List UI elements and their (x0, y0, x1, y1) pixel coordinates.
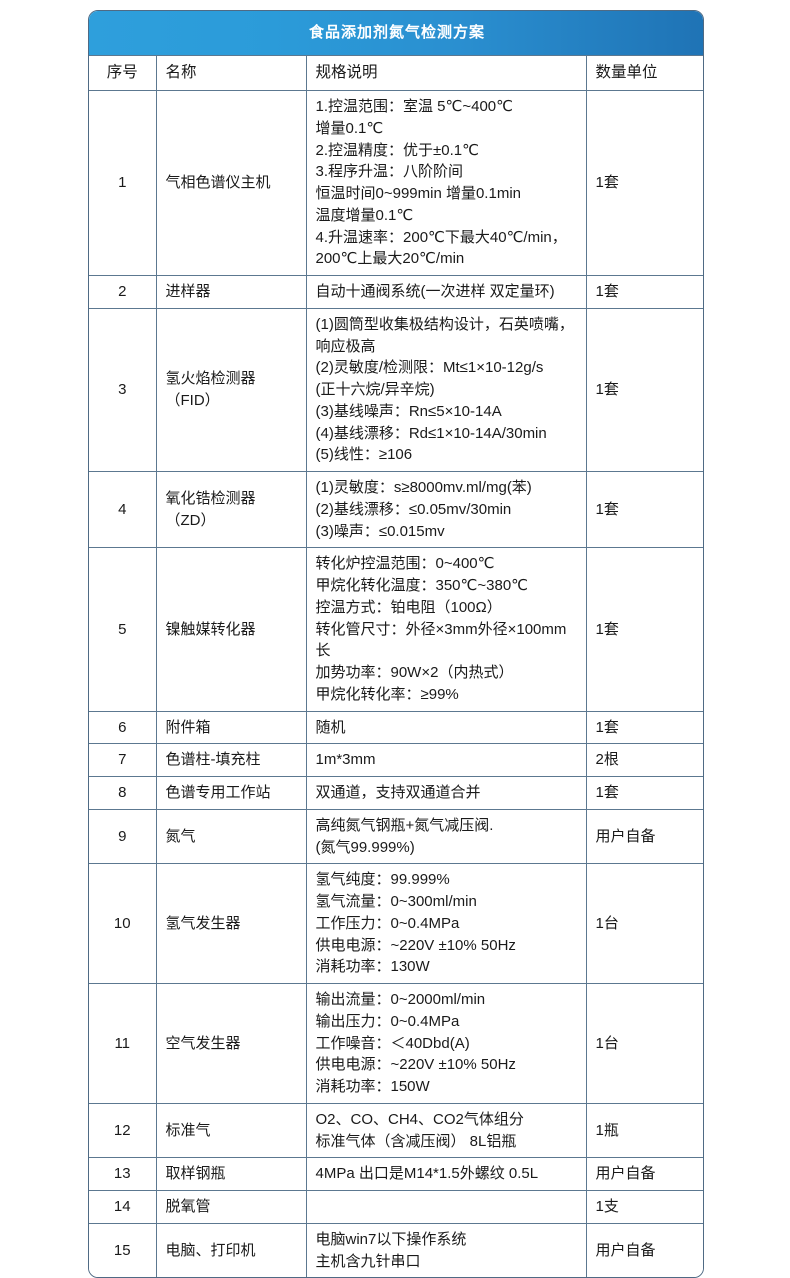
row-spec-cell: 转化炉控温范围：0~400℃ 甲烷化转化温度：350℃~380℃ 控温方式：铂电… (305, 547, 587, 712)
row-index-cell: 9 (89, 808, 157, 865)
table-row: 8 色谱专用工作站 双通道，支持双通道合并 1套 (89, 776, 703, 810)
document-page: 食品添加剂氮气检测方案 序号 名称 规格说明 数量单位 1 气相色谱仪主机 1.控温… (88, 10, 704, 1278)
spec-table-container: 食品添加剂氮气检测方案 序号 名称 规格说明 数量单位 1 气相色谱仪主机 1.控温… (88, 10, 704, 1278)
row-quantity-cell: 1瓶 (585, 1102, 703, 1159)
row-quantity-cell: 1套 (585, 90, 703, 276)
row-index-cell: 6 (89, 710, 157, 745)
spec-table-body: 食品添加剂氮气检测方案 序号 名称 规格说明 数量单位 1 气相色谱仪主机 1.控温… (89, 11, 703, 1278)
column-header-spec: 规格说明 (305, 55, 587, 91)
row-spec-cell: 随机 (305, 710, 587, 745)
title-row: 食品添加剂氮气检测方案 (89, 11, 703, 56)
row-quantity-cell: 1支 (585, 1190, 703, 1224)
row-spec-cell: 自动十通阀系统(一次进样 双定量环) (305, 275, 587, 309)
row-name-cell: 取样钢瓶 (155, 1157, 307, 1191)
row-spec-cell: 4MPa 出口是M14*1.5外螺纹 0.5L (305, 1157, 587, 1191)
column-header-index: 序号 (89, 55, 157, 91)
row-index-cell: 7 (89, 743, 157, 777)
table-row: 2 进样器 自动十通阀系统(一次进样 双定量环) 1套 (89, 275, 703, 309)
row-index-cell: 13 (89, 1157, 157, 1191)
row-name-cell: 色谱专用工作站 (155, 776, 307, 810)
row-index-cell: 12 (89, 1102, 157, 1159)
row-spec-cell: O2、CO、CH4、CO2气体组分 标准气体（含减压阀） 8L铝瓶 (305, 1102, 587, 1159)
row-index-cell: 14 (89, 1190, 157, 1224)
table-row: 10 氢气发生器 氢气纯度：99.999% 氢气流量：0~300ml/min 工作压… (89, 863, 703, 984)
row-quantity-cell: 2根 (585, 743, 703, 777)
row-name-cell: 标准气 (155, 1102, 307, 1159)
table-row: 11 空气发生器 输出流量：0~2000ml/min 输出压力：0~0.4MPa 工… (89, 983, 703, 1104)
row-name-cell: 色谱柱-填充柱 (155, 743, 307, 777)
row-quantity-cell: 1台 (585, 983, 703, 1104)
row-name-cell: 附件箱 (155, 710, 307, 745)
row-name-cell: 镍触媒转化器 (155, 547, 307, 712)
page-title: 食品添加剂氮气检测方案 (89, 11, 703, 56)
row-name-cell: 氧化锆检测器（ZD） (155, 470, 307, 549)
row-name-cell: 氮气 (155, 808, 307, 865)
row-index-cell: 1 (89, 90, 157, 276)
row-quantity-cell: 1套 (585, 275, 703, 309)
row-name-cell: 氢火焰检测器（FID） (155, 307, 307, 473)
row-quantity-cell: 1套 (585, 547, 703, 712)
row-index-cell: 11 (89, 983, 157, 1104)
row-index-cell: 8 (89, 776, 157, 810)
row-spec-cell: 电脑win7以下操作系统 主机含九针串口 (305, 1222, 587, 1278)
row-name-cell: 进样器 (155, 275, 307, 309)
table-row: 7 色谱柱-填充柱 1m*3mm 2根 (89, 743, 703, 777)
row-spec-cell: 输出流量：0~2000ml/min 输出压力：0~0.4MPa 工作噪音：＜40… (305, 983, 587, 1104)
row-spec-cell: 氢气纯度：99.999% 氢气流量：0~300ml/min 工作压力：0~0.4… (305, 863, 587, 984)
row-index-cell: 15 (89, 1222, 157, 1278)
row-quantity-cell: 1套 (585, 307, 703, 473)
row-quantity-cell: 1套 (585, 470, 703, 549)
table-row: 13 取样钢瓶 4MPa 出口是M14*1.5外螺纹 0.5L 用户自备 (89, 1157, 703, 1191)
table-row: 15 电脑、打印机 电脑win7以下操作系统 主机含九针串口 用户自备 (89, 1222, 703, 1278)
row-spec-cell (305, 1190, 587, 1224)
table-row: 9 氮气 高纯氮气钢瓶+氮气减压阀. (氮气99.999%) 用户自备 (89, 808, 703, 865)
row-quantity-cell: 1台 (585, 863, 703, 984)
table-row: 3 氢火焰检测器（FID） (1)圆筒型收集极结构设计，石英喷嘴， 响应极高 (2)… (89, 307, 703, 473)
table-row: 6 附件箱 随机 1套 (89, 710, 703, 745)
column-header-row: 序号 名称 规格说明 数量单位 (89, 55, 703, 91)
row-quantity-cell: 1套 (585, 776, 703, 810)
row-spec-cell: 双通道，支持双通道合并 (305, 776, 587, 810)
row-spec-cell: (1)圆筒型收集极结构设计，石英喷嘴， 响应极高 (2)灵敏度/检测限：Mt≤1… (305, 307, 587, 473)
row-quantity-cell: 用户自备 (585, 808, 703, 865)
row-name-cell: 氢气发生器 (155, 863, 307, 984)
table-row: 14 脱氧管 1支 (89, 1190, 703, 1224)
row-spec-cell: 高纯氮气钢瓶+氮气减压阀. (氮气99.999%) (305, 808, 587, 865)
row-name-cell: 气相色谱仪主机 (155, 90, 307, 276)
row-index-cell: 3 (89, 307, 157, 473)
row-spec-cell: 1m*3mm (305, 743, 587, 777)
row-index-cell: 4 (89, 470, 157, 549)
row-name-cell: 脱氧管 (155, 1190, 307, 1224)
column-header-qty: 数量单位 (585, 55, 703, 91)
row-spec-cell: (1)灵敏度：s≥8000mv.ml/mg(苯) (2)基线漂移：≤0.05mv… (305, 470, 587, 549)
table-row: 1 气相色谱仪主机 1.控温范围：室温 5℃~400℃ 增量0.1℃ 2.控温精度：… (89, 90, 703, 276)
row-index-cell: 2 (89, 275, 157, 309)
column-header-name: 名称 (155, 55, 307, 91)
row-index-cell: 10 (89, 863, 157, 984)
table-row: 12 标准气 O2、CO、CH4、CO2气体组分 标准气体（含减压阀） 8L铝瓶 1瓶 (89, 1102, 703, 1159)
row-name-cell: 电脑、打印机 (155, 1222, 307, 1278)
table-row: 4 氧化锆检测器（ZD） (1)灵敏度：s≥8000mv.ml/mg(苯) (2)基… (89, 470, 703, 549)
row-quantity-cell: 用户自备 (585, 1157, 703, 1191)
row-spec-cell: 1.控温范围：室温 5℃~400℃ 增量0.1℃ 2.控温精度：优于±0.1℃ … (305, 90, 587, 276)
row-quantity-cell: 用户自备 (585, 1222, 703, 1278)
row-index-cell: 5 (89, 547, 157, 712)
row-quantity-cell: 1套 (585, 710, 703, 745)
spec-table: 食品添加剂氮气检测方案 序号 名称 规格说明 数量单位 1 气相色谱仪主机 1.控温… (89, 11, 703, 1278)
table-row: 5 镍触媒转化器 转化炉控温范围：0~400℃ 甲烷化转化温度：350℃~380℃ … (89, 547, 703, 712)
row-name-cell: 空气发生器 (155, 983, 307, 1104)
